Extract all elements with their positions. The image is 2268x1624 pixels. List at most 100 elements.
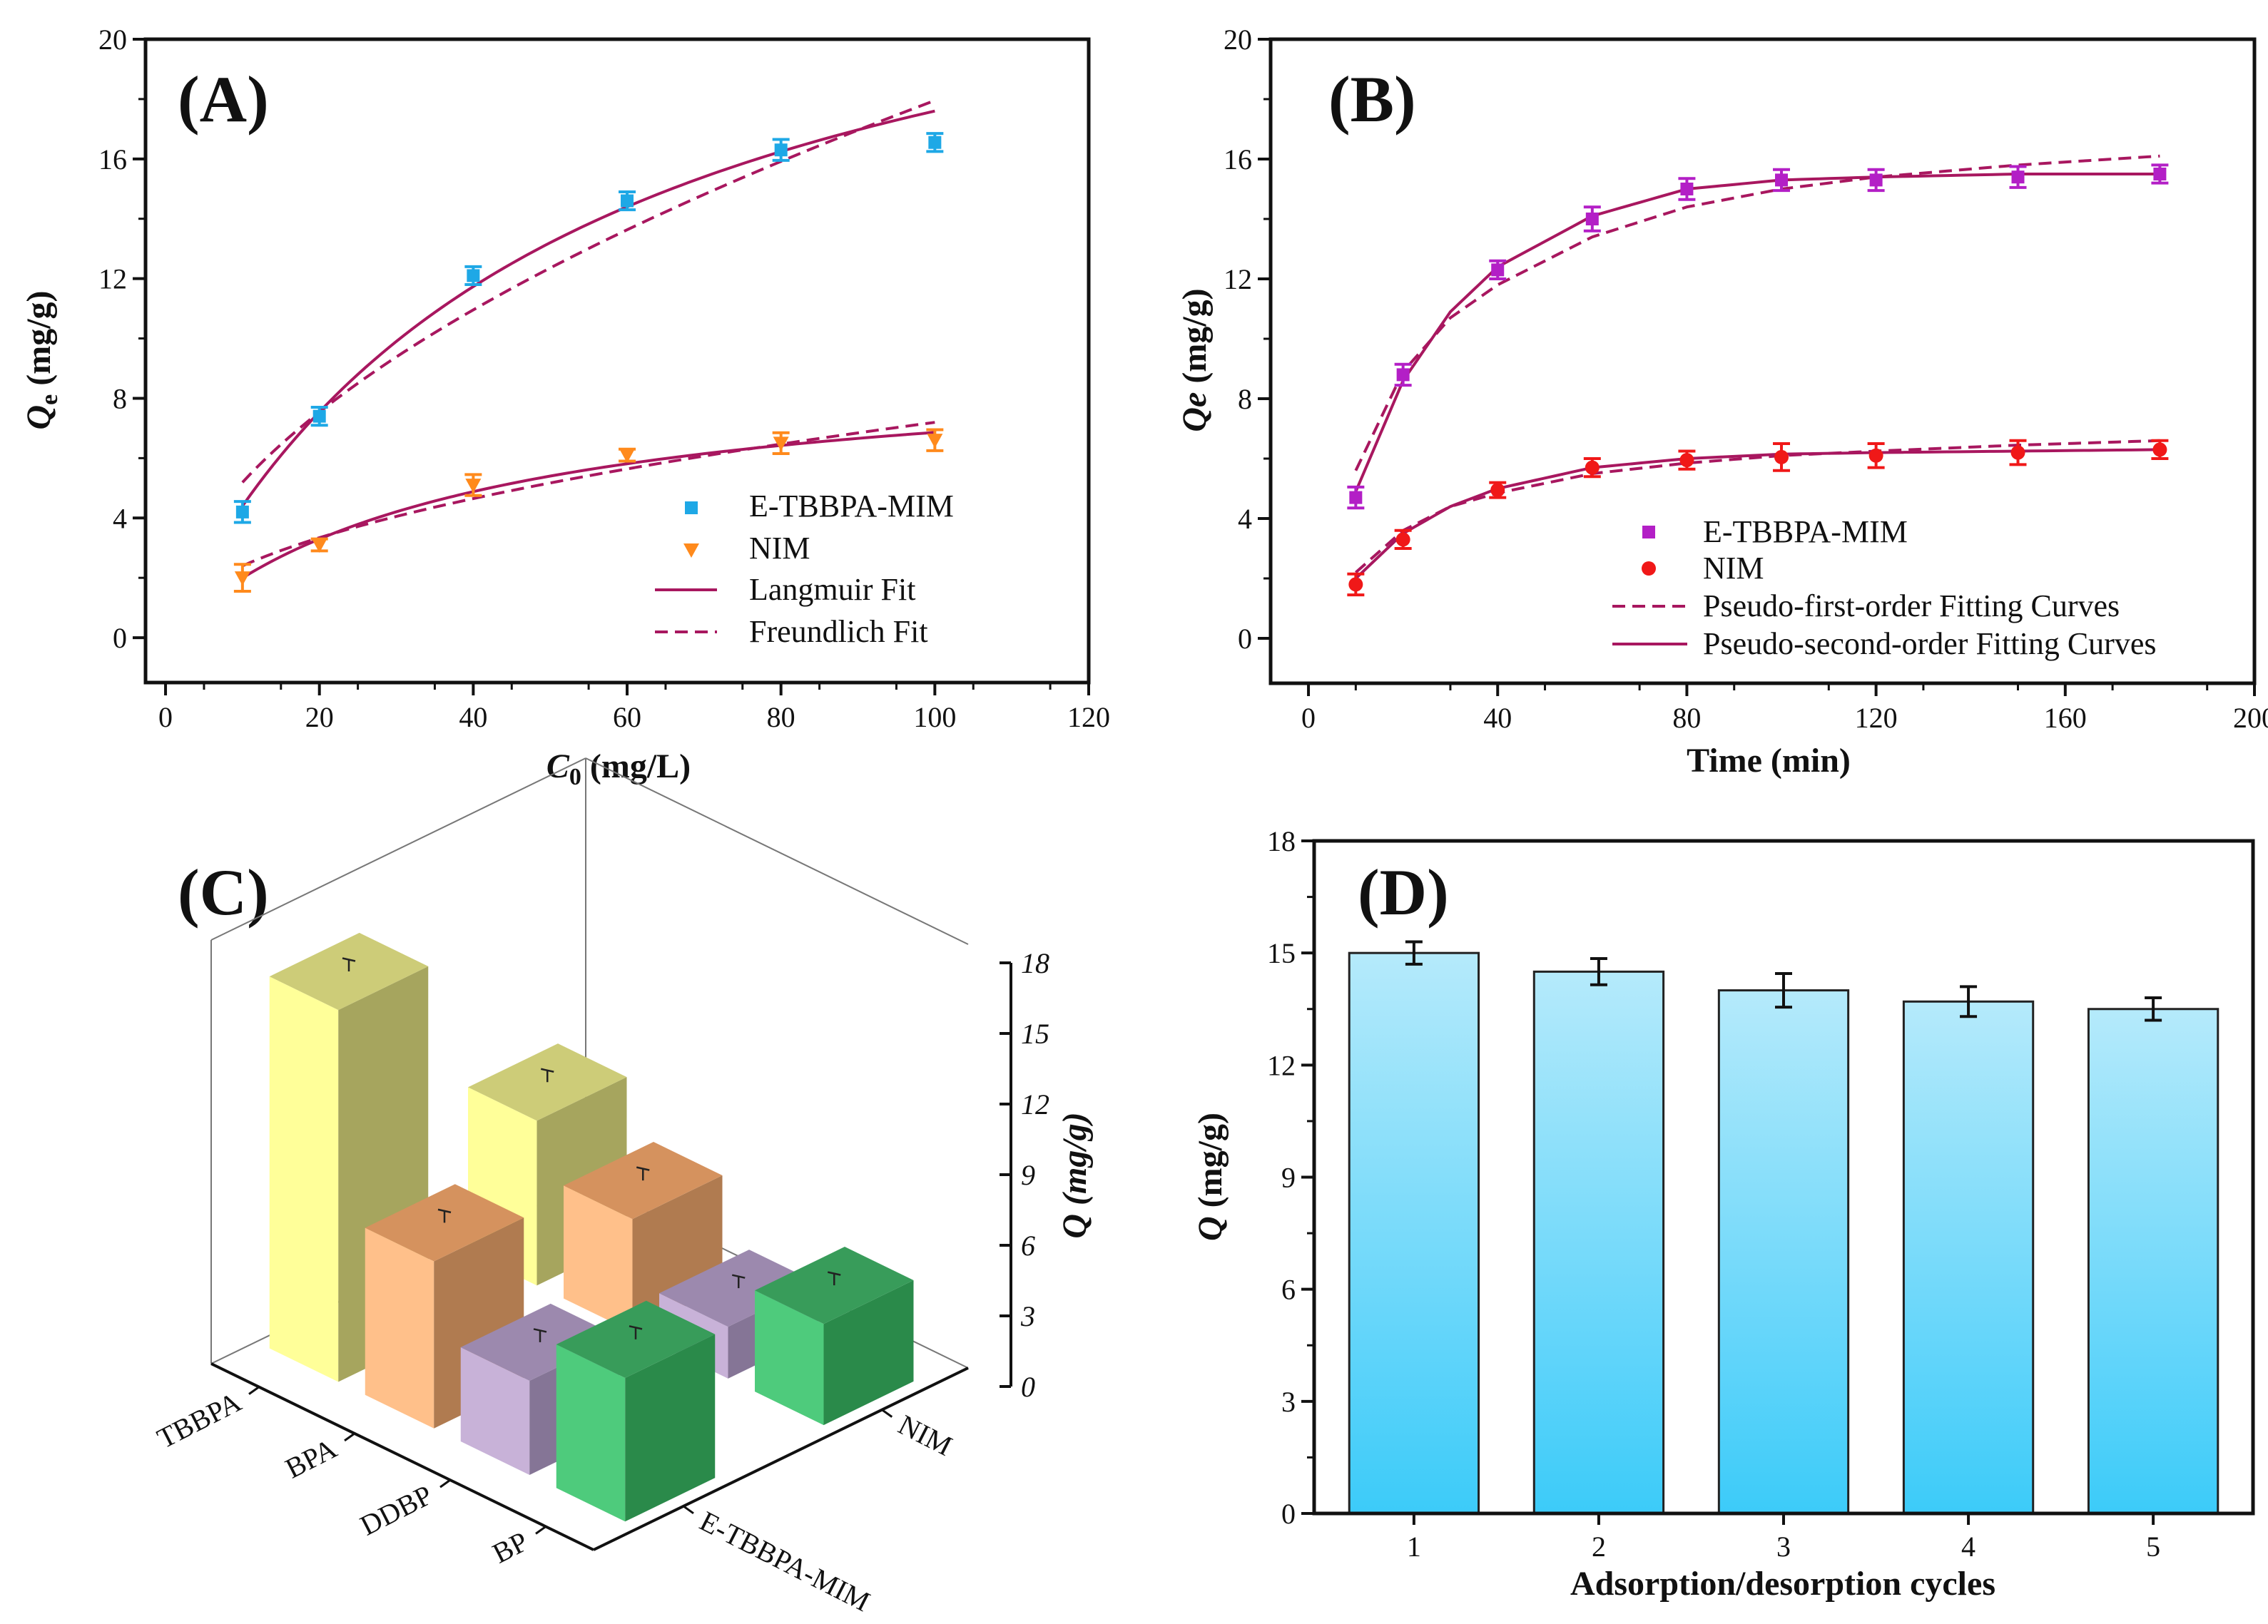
bar-right-face <box>625 1334 716 1522</box>
data-point-nim <box>2010 445 2025 460</box>
panel-label: (D) <box>1358 856 1449 929</box>
y-tick-label: 16 <box>1224 143 1252 175</box>
x-tick-label: 160 <box>2044 702 2087 734</box>
category-tick <box>535 1526 546 1535</box>
error-bar <box>629 1325 643 1339</box>
legend-label: E-TBBPA-MIM <box>1703 514 1908 549</box>
pseudo-second-order-curve <box>1354 448 2160 580</box>
x-tick-label: 120 <box>1855 702 1898 734</box>
plot-frame <box>143 37 1091 685</box>
bar-left-face <box>564 1185 633 1332</box>
y-axis-title-sub: e <box>36 394 63 405</box>
data-point-e-tbbpa-mim <box>2011 170 2025 184</box>
z-tick-label: 12 <box>1021 1088 1049 1120</box>
z-axis-title-main: Q <box>1056 1214 1094 1239</box>
data-point-nim <box>1774 449 1789 464</box>
y-tick-label: 15 <box>1267 937 1296 969</box>
x-tick-label: 2 <box>1592 1531 1606 1563</box>
x-tick-label: 200 <box>2233 702 2268 734</box>
y-tick-label: 0 <box>1238 623 1252 655</box>
data-point-e-tbbpa-mim <box>1349 491 1363 504</box>
freundlich-fit-curve <box>242 421 935 568</box>
data-point-e-tbbpa-mim <box>621 194 634 208</box>
langmuir-fit-curve <box>241 431 935 579</box>
y-axis-title-unit: (mg/g) <box>1191 1113 1229 1216</box>
data-point-nim <box>1679 453 1694 468</box>
category-tick <box>439 1479 451 1488</box>
x-axis-title-unit: (mg/L) <box>581 747 691 785</box>
data-point-e-tbbpa-mim <box>774 143 788 157</box>
legend-label: Pseudo-first-order Fitting Curves <box>1703 588 2120 623</box>
x-axis-title-main: C <box>546 747 570 785</box>
z-tick-label: 18 <box>1021 947 1049 979</box>
data-point-nim <box>234 571 250 586</box>
axis-line <box>210 1362 594 1551</box>
bar-cycle-1 <box>1348 951 1480 1515</box>
y-tick-label: 12 <box>1224 263 1252 295</box>
legend-label: E-TBBPA-MIM <box>749 489 954 524</box>
error-bar <box>2145 996 2162 1022</box>
legend-marker <box>1642 526 1655 538</box>
bar-left-face <box>755 1290 824 1426</box>
legend-label: NIM <box>749 531 810 566</box>
bar-3d-bp-nim <box>755 1247 914 1426</box>
x-tick-label: 60 <box>613 701 641 733</box>
data-point-e-tbbpa-mim <box>1680 183 1694 195</box>
y-tick-label: 3 <box>1281 1386 1296 1418</box>
panel-label: (C) <box>178 856 269 929</box>
panel-b-kinetics-chart: 0 40 80 120 160 200 0 4 8 12 16 20 (B) Time (min) Qe (… <box>1176 24 2268 780</box>
data-point-e-tbbpa-mim <box>1869 173 1883 187</box>
legend-marker <box>685 501 698 514</box>
x-tick-label: 4 <box>1961 1531 1975 1563</box>
error-bar <box>437 1208 452 1223</box>
error-bar <box>533 1328 547 1342</box>
data-point-e-tbbpa-mim <box>1775 173 1789 187</box>
x-axis-title: Adsorption/desorption cycles <box>1570 1565 1995 1603</box>
data-point-nim <box>1585 460 1600 475</box>
panel-label: (A) <box>178 63 269 136</box>
data-point-nim <box>1348 577 1363 592</box>
x-tick-label: 1 <box>1407 1531 1421 1563</box>
error-bar <box>1775 971 1792 1009</box>
bar-3d-bp-e-tbbpa-mim <box>556 1300 716 1522</box>
series-tick <box>683 1505 694 1515</box>
error-bar <box>342 957 356 972</box>
x-tick-label: 0 <box>1301 702 1316 734</box>
z-axis-title-unit: (mg/g) <box>1056 1112 1094 1214</box>
panel-label: (B) <box>1328 63 1416 136</box>
category-tick <box>248 1386 260 1395</box>
x-axis-title: C0 (mg/L) <box>546 747 691 790</box>
plot-frame <box>1268 37 2257 685</box>
y-axis-title-main: Qe <box>1176 392 1214 432</box>
bar-cycle-4 <box>1902 1000 2035 1515</box>
bar-cycle-5 <box>2087 1008 2219 1515</box>
z-axis-title: Q (mg/g) <box>1056 1112 1094 1238</box>
z-tick-label: 15 <box>1021 1018 1049 1050</box>
y-tick-label: 12 <box>1267 1049 1296 1081</box>
data-point-nim <box>619 449 636 464</box>
x-tick-label: 20 <box>305 701 334 733</box>
y-tick-label: 6 <box>1281 1274 1296 1306</box>
z-tick-label: 3 <box>1020 1300 1035 1332</box>
z-tick-label: 6 <box>1021 1230 1035 1262</box>
x-axis-title-main: Time (min) <box>1687 742 1851 780</box>
y-axis-title-unit: (mg/g) <box>20 290 58 394</box>
data-point-nim <box>311 538 327 553</box>
error-bar <box>1960 985 1978 1018</box>
data-point-e-tbbpa-mim <box>1396 368 1410 382</box>
legend-label: Pseudo-second-order Fitting Curves <box>1703 626 2156 661</box>
y-tick-label: 18 <box>1267 825 1296 857</box>
y-axis-title-main: Q <box>20 405 58 430</box>
y-tick-label: 4 <box>113 502 127 534</box>
y-axis-title: Q (mg/g) <box>1191 1113 1229 1241</box>
y-axis-title-main: Q <box>1191 1216 1229 1241</box>
data-point-nim <box>1868 448 1883 463</box>
panel-d-reusability-bar-chart: 1 2 3 4 50369121518(D)Adsorption/desorption … <box>1191 825 2255 1603</box>
y-tick-label: 0 <box>113 622 127 654</box>
error-bar <box>1405 940 1423 966</box>
error-bar <box>540 1068 554 1083</box>
y-tick-label: 12 <box>98 263 127 295</box>
data-point-e-tbbpa-mim <box>312 409 326 423</box>
x-tick-label: 40 <box>459 701 487 733</box>
langmuir-fit-curve <box>241 109 935 507</box>
